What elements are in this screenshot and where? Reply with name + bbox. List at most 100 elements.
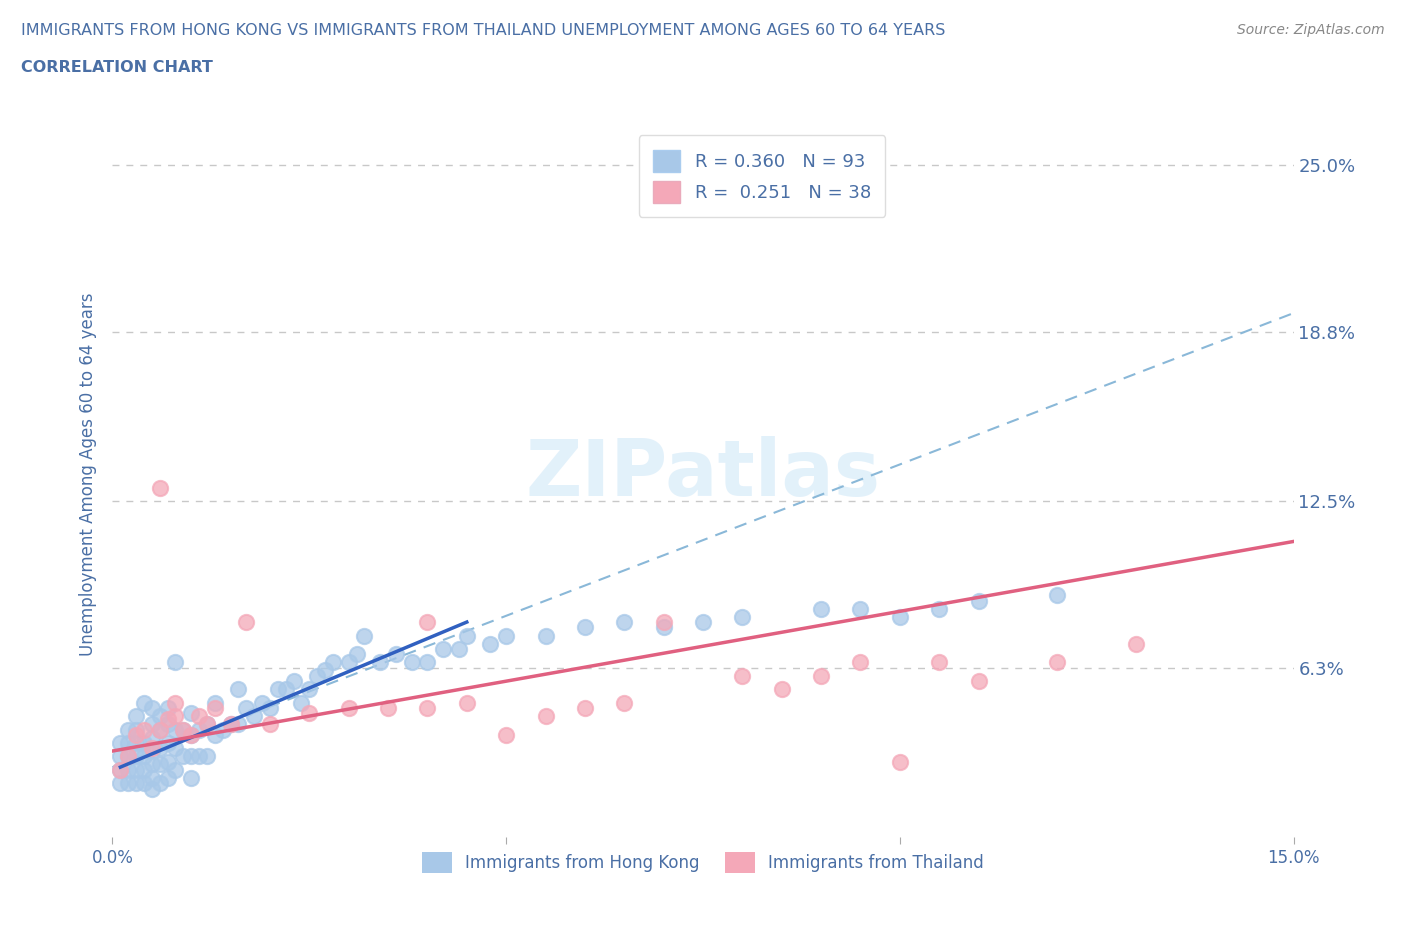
Point [613,615,636,630]
Point [337,700,360,715]
Point [228,717,250,732]
Point [574,620,596,635]
Point [156,736,179,751]
Point [141,741,163,756]
Point [613,696,636,711]
Point [141,757,163,772]
Point [928,601,950,616]
Point [149,776,172,790]
Point [141,700,163,715]
Point [141,717,163,732]
Point [1046,655,1069,670]
Point [456,628,478,643]
Point [368,655,391,670]
Point [110,736,132,751]
Point [172,722,194,737]
Point [1125,636,1147,651]
Point [110,776,132,790]
Point [172,749,194,764]
Point [235,615,257,630]
Point [125,722,148,737]
Point [149,757,172,772]
Point [125,776,148,790]
Point [117,749,139,764]
Point [290,696,312,711]
Point [149,722,172,737]
Point [204,700,226,715]
Point [156,711,179,726]
Point [132,696,155,711]
Point [243,709,266,724]
Point [692,615,714,630]
Point [165,655,187,670]
Point [298,682,321,697]
Point [259,717,281,732]
Point [456,696,478,711]
Point [267,682,290,697]
Point [211,722,233,737]
Point [534,709,557,724]
Point [770,682,793,697]
Point [967,593,990,608]
Point [353,628,375,643]
Point [132,736,155,751]
Point [195,717,218,732]
Point [117,763,139,777]
Point [204,727,226,742]
Point [385,647,408,662]
Point [447,642,470,657]
Point [149,741,172,756]
Point [889,609,911,624]
Point [141,744,163,759]
Point [117,749,139,764]
Point [195,749,218,764]
Point [314,663,336,678]
Point [117,776,139,790]
Point [125,709,148,724]
Text: ZIPatlas: ZIPatlas [526,436,880,512]
Point [495,628,517,643]
Point [574,700,596,715]
Point [401,655,423,670]
Point [110,763,132,777]
Point [180,770,202,785]
Point [534,628,557,643]
Point [416,700,439,715]
Point [125,763,148,777]
Point [165,696,187,711]
Point [141,730,163,745]
Point [125,727,148,742]
Point [165,722,187,737]
Y-axis label: Unemployment Among Ages 60 to 64 years: Unemployment Among Ages 60 to 64 years [79,293,97,656]
Point [219,717,242,732]
Text: Source: ZipAtlas.com: Source: ZipAtlas.com [1237,23,1385,37]
Point [337,655,360,670]
Point [188,722,211,737]
Point [432,642,454,657]
Point [228,682,250,697]
Point [180,749,202,764]
Point [283,673,305,688]
Point [928,655,950,670]
Point [180,706,202,721]
Point [180,727,202,742]
Point [125,736,148,751]
Point [731,669,754,684]
Point [188,709,211,724]
Point [110,749,132,764]
Point [889,754,911,769]
Legend: Immigrants from Hong Kong, Immigrants from Thailand: Immigrants from Hong Kong, Immigrants fr… [415,845,991,880]
Point [165,741,187,756]
Point [149,709,172,724]
Point [156,770,179,785]
Point [967,673,990,688]
Point [149,480,172,495]
Point [307,669,329,684]
Point [141,781,163,796]
Point [652,615,675,630]
Point [141,770,163,785]
Point [346,647,368,662]
Point [132,776,155,790]
Point [731,609,754,624]
Point [117,722,139,737]
